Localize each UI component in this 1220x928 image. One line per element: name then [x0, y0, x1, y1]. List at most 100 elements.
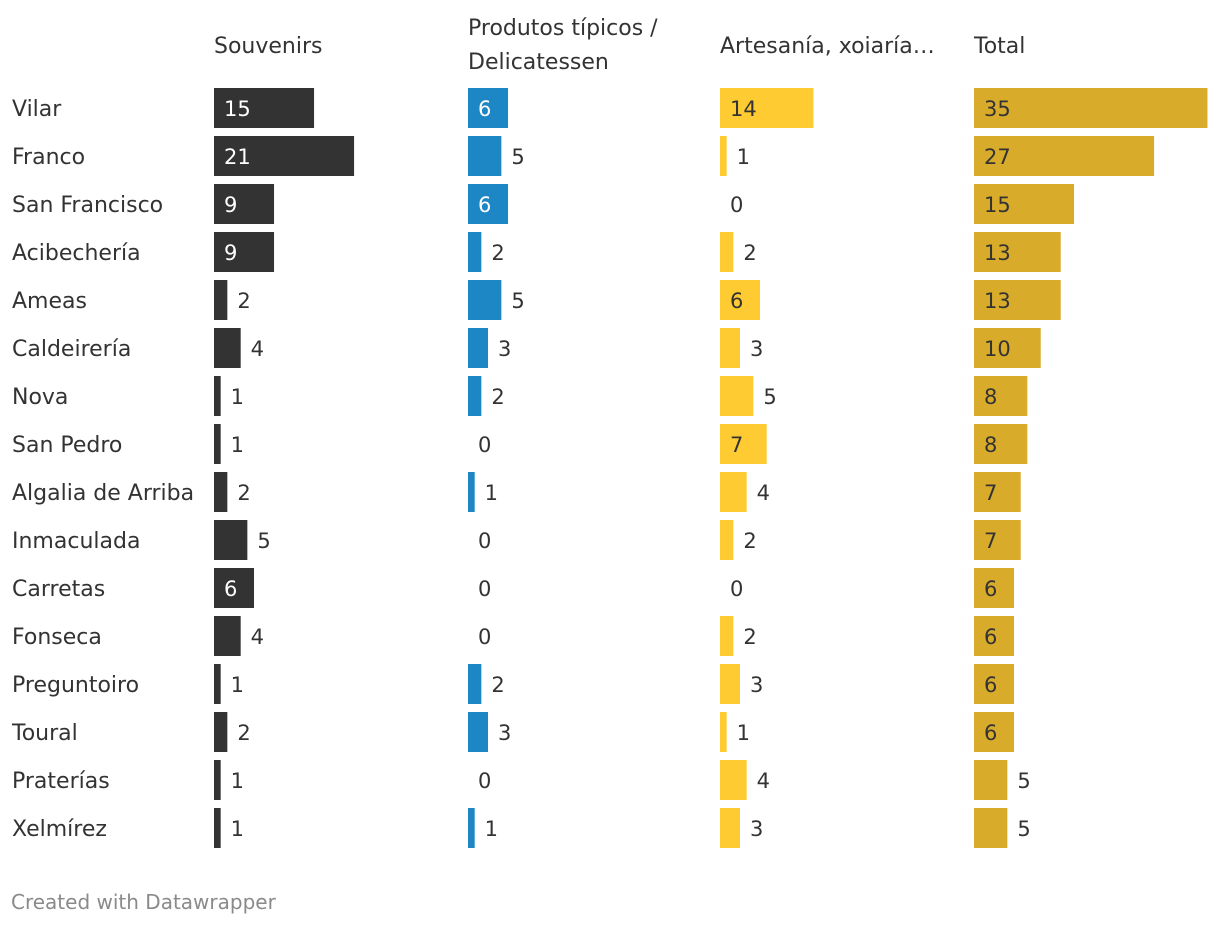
- value-label: 1: [231, 385, 244, 409]
- value-label: 2: [743, 625, 756, 649]
- bar: [720, 136, 727, 176]
- value-label: 5: [257, 529, 270, 553]
- value-label: 4: [251, 625, 264, 649]
- bar: [214, 808, 221, 848]
- bar: [974, 424, 1028, 464]
- chart: Souvenirs Produtos típicos / Delicatessen A…: [11, 16, 1208, 848]
- value-label: 7: [984, 529, 997, 553]
- bar: [974, 808, 1008, 848]
- bar: [974, 232, 1061, 272]
- bar: [974, 328, 1041, 368]
- value-label: 6: [730, 289, 743, 313]
- bar: [214, 280, 228, 320]
- bar: [974, 520, 1021, 560]
- bar: [720, 88, 814, 128]
- value-label: 6: [478, 97, 491, 121]
- value-label: 2: [491, 241, 504, 265]
- column-header: Artesanía, xoiaría…: [720, 34, 935, 59]
- value-label: 1: [485, 817, 498, 841]
- value-label: 3: [498, 721, 511, 745]
- bar: [974, 712, 1015, 752]
- row-label: Acibechería: [12, 241, 141, 266]
- value-label: 4: [757, 769, 770, 793]
- row-label: San Pedro: [12, 433, 122, 458]
- value-label: 1: [231, 817, 244, 841]
- row-label: Carretas: [12, 577, 105, 602]
- bar: [214, 568, 255, 608]
- value-label: 1: [485, 481, 498, 505]
- value-label: 5: [511, 145, 524, 169]
- value-label: 7: [730, 433, 743, 457]
- bar: [974, 136, 1155, 176]
- value-label: 0: [478, 529, 491, 553]
- bar: [468, 232, 482, 272]
- bar: [974, 280, 1061, 320]
- value-label: 3: [498, 337, 511, 361]
- bar: [720, 328, 741, 368]
- value-label: 1: [737, 145, 750, 169]
- bar: [468, 136, 502, 176]
- bar: [720, 520, 734, 560]
- value-label: 5: [763, 385, 776, 409]
- bar: [214, 712, 228, 752]
- value-label: 0: [730, 193, 743, 217]
- row-label: Praterías: [12, 769, 110, 794]
- value-label: 3: [750, 673, 763, 697]
- bar: [468, 808, 475, 848]
- value-label: 35: [984, 97, 1011, 121]
- bar: [468, 328, 489, 368]
- row-label: Preguntoiro: [12, 673, 139, 698]
- bar: [468, 88, 509, 128]
- bar: [214, 88, 315, 128]
- row-label: Fonseca: [12, 625, 102, 650]
- bar: [214, 664, 221, 704]
- bar: [214, 232, 275, 272]
- value-label: 2: [237, 289, 250, 313]
- value-label: 27: [984, 145, 1011, 169]
- column-header: Souvenirs: [214, 34, 323, 59]
- value-label: 6: [984, 721, 997, 745]
- value-label: 3: [750, 817, 763, 841]
- value-label: 5: [1017, 769, 1030, 793]
- bar: [720, 808, 741, 848]
- value-label: 1: [231, 769, 244, 793]
- row-label: Nova: [12, 385, 68, 410]
- value-label: 6: [478, 193, 491, 217]
- bar: [974, 88, 1208, 128]
- credit-text[interactable]: Created with Datawrapper: [11, 890, 276, 914]
- value-label: 14: [730, 97, 757, 121]
- value-label: 1: [231, 433, 244, 457]
- column-header: Produtos típicos /: [468, 16, 658, 41]
- bar: [974, 568, 1015, 608]
- bar: [720, 280, 761, 320]
- value-label: 2: [237, 721, 250, 745]
- value-label: 2: [237, 481, 250, 505]
- value-label: 2: [491, 673, 504, 697]
- row-label: Vilar: [12, 97, 62, 122]
- bar: [974, 472, 1021, 512]
- row-label: Caldeirería: [12, 337, 131, 362]
- value-label: 9: [224, 241, 237, 265]
- bar: [468, 280, 502, 320]
- value-label: 15: [224, 97, 251, 121]
- value-label: 15: [984, 193, 1011, 217]
- row-label: Xelmírez: [12, 817, 107, 842]
- row-label: Franco: [12, 145, 85, 170]
- row-label: Ameas: [12, 289, 87, 314]
- value-label: 0: [730, 577, 743, 601]
- bar: [720, 232, 734, 272]
- value-label: 5: [511, 289, 524, 313]
- value-label: 8: [984, 385, 997, 409]
- value-label: 6: [984, 673, 997, 697]
- bar: [720, 424, 767, 464]
- bar: [974, 760, 1008, 800]
- bar: [720, 664, 741, 704]
- bar: [720, 616, 734, 656]
- bar: [214, 760, 221, 800]
- value-label: 4: [757, 481, 770, 505]
- value-label: 0: [478, 769, 491, 793]
- value-label: 8: [984, 433, 997, 457]
- bar: [214, 376, 221, 416]
- bar: [974, 616, 1015, 656]
- bar: [720, 712, 727, 752]
